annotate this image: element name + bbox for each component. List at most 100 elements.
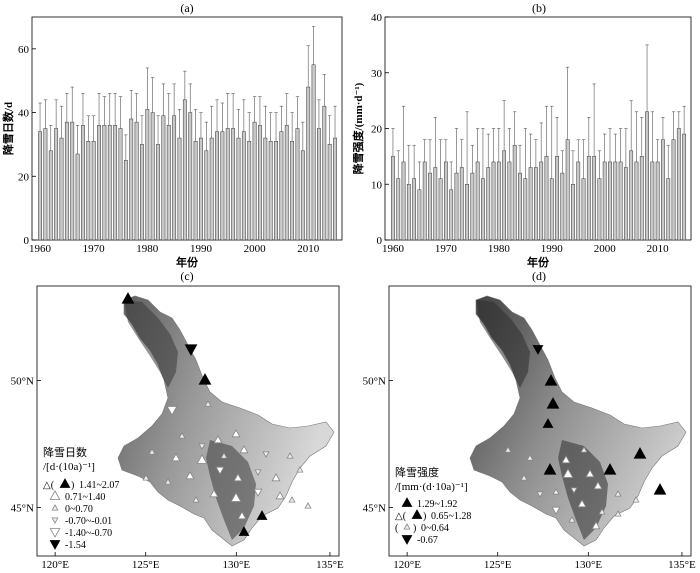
a-xtick-label: 2010	[297, 243, 320, 255]
station-d-6	[543, 463, 557, 475]
station-d-11	[653, 483, 667, 495]
b-bar-1968	[433, 167, 438, 241]
station-d-19	[551, 506, 561, 515]
a-bar-2009	[300, 150, 305, 241]
station-c-22	[271, 473, 281, 482]
a-plot-frame	[31, 16, 343, 241]
legend-d-title-1: 降雪强度	[395, 465, 439, 479]
a-bar-2014	[327, 144, 332, 241]
a-ytick-label: 40	[18, 108, 30, 120]
station-d-3	[542, 418, 554, 428]
c-legend-symbol-2	[51, 504, 59, 511]
c-legend-symbol-0	[59, 478, 71, 488]
station-c-9	[148, 448, 156, 455]
station-c-6	[198, 443, 206, 450]
b-bar-2000	[602, 161, 607, 241]
station-d-16	[552, 488, 560, 495]
b-xtick-label: 1970	[435, 243, 458, 255]
a-bar-1964	[59, 137, 64, 241]
station-d-4	[504, 446, 512, 453]
station-c-33	[304, 502, 312, 509]
station-c-17	[164, 478, 172, 485]
b-xlabel: 年份	[527, 255, 550, 269]
a-bar-2000	[252, 121, 257, 241]
a-bar-1993	[215, 131, 219, 241]
b-bar-2004	[623, 167, 628, 241]
station-d-26	[536, 491, 544, 498]
a-bar-1970	[91, 140, 96, 241]
station-d-12	[562, 468, 574, 478]
station-d-25	[520, 474, 528, 481]
map-c-xtick-label: 135°E	[316, 559, 344, 571]
a-bar-1962	[48, 150, 53, 241]
b-bar-1961	[396, 178, 401, 241]
b-bar-2015	[682, 133, 687, 241]
b-bar-1983	[512, 144, 517, 241]
b-bar-1992	[560, 172, 565, 241]
d-legend-label-3: -0.67	[417, 535, 438, 546]
a-bar-2006	[284, 125, 289, 241]
b-bar-1972	[454, 172, 459, 241]
c-legend-label-5: -1.54	[65, 540, 86, 551]
b-bar-1993	[565, 139, 570, 241]
d-legend-prefix-1: △(	[395, 511, 407, 522]
a-xtick-label: 1970	[83, 243, 106, 255]
station-c-3	[166, 406, 178, 416]
a-ylabel: 降雪日数/d	[1, 102, 15, 155]
map-d-xtick-label: 125°E	[484, 559, 512, 571]
stations-c	[121, 292, 312, 536]
map-c	[36, 285, 340, 557]
a-bar-2012	[317, 128, 321, 241]
b-bar-1966	[422, 161, 427, 241]
station-c-10	[171, 453, 181, 462]
b-bar-1960	[391, 156, 395, 241]
b-bar-1979	[491, 161, 496, 241]
b-bar-2009	[650, 161, 655, 241]
a-bar-1989	[193, 140, 198, 241]
chart-a-snow-days: 0 20 40 60 1960 1970 1980 1990 2000 2010 年份 降雪日数/d	[1, 16, 343, 269]
station-c-24	[192, 496, 200, 503]
a-bar-2002	[263, 137, 268, 241]
b-bar-2013	[671, 139, 676, 241]
d-legend-symbol-1	[411, 509, 423, 519]
station-c-23	[296, 466, 304, 473]
b-bar-2012	[666, 178, 671, 241]
a-bar-1988	[188, 112, 193, 241]
station-d-23	[568, 516, 576, 523]
b-bar-1986	[528, 167, 533, 241]
a-ytick-label: 0	[24, 235, 30, 247]
b-bar-1997	[586, 156, 591, 241]
a-bar-1960	[38, 131, 42, 241]
b-bar-1994	[571, 184, 575, 241]
a-bar-1967	[75, 153, 80, 241]
station-c-32	[238, 526, 250, 536]
b-xtick-label: 2000	[594, 243, 617, 255]
legend-d: 降雪强度 /[mm·(d·10a)⁻¹] 1.29~1.92 △() 0.65~1.…	[395, 465, 471, 546]
panel-label-b: (b)	[532, 1, 546, 15]
station-d-14	[593, 481, 603, 490]
station-c-13	[239, 445, 249, 454]
a-bar-1992	[209, 137, 214, 241]
map-d-ytick-label: 50°N	[363, 376, 386, 388]
a-bar-1973	[107, 125, 112, 241]
station-d-7	[561, 455, 571, 464]
stations-d	[504, 345, 667, 530]
b-ytick-label: 0	[377, 235, 383, 247]
b-bar-1996	[581, 178, 586, 241]
a-xtick-label: 1990	[190, 243, 213, 255]
legend-c-title-2: /[d·(10a)⁻¹]	[43, 461, 95, 473]
a-bar-2011	[311, 64, 316, 241]
b-bar-1981	[502, 150, 507, 241]
b-bar-1987	[533, 167, 538, 241]
station-c-2	[198, 373, 212, 385]
b-ytick-label: 20	[371, 124, 383, 136]
a-bar-1965	[64, 121, 69, 241]
b-bar-1977	[481, 178, 485, 241]
d-legend-symbol-0	[401, 497, 413, 507]
station-c-21	[254, 469, 262, 476]
b-xtick-label: 1960	[382, 243, 405, 255]
station-d-17	[614, 490, 622, 497]
a-bar-1982	[156, 144, 160, 241]
a-bar-1994	[220, 131, 225, 241]
a-bar-1991	[204, 150, 209, 241]
